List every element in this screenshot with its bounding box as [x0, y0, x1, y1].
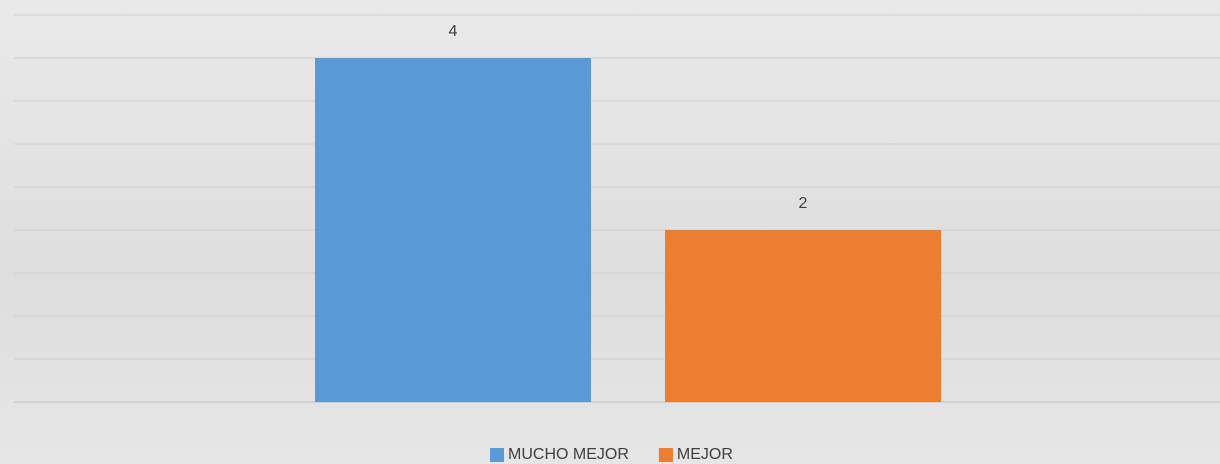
data-label: 2 — [799, 195, 808, 212]
legend-label: MUCHO MEJOR — [508, 446, 629, 463]
background — [0, 0, 1220, 464]
legend-swatch — [490, 448, 504, 462]
data-label: 4 — [449, 23, 458, 40]
legend-label: MEJOR — [677, 446, 733, 463]
legend-swatch — [659, 448, 673, 462]
page: 42MUCHO MEJORMEJOR (() => { const data =… — [0, 0, 1220, 464]
chart: 4 2 MUCHO MEJOR MEJOR — [0, 0, 1220, 464]
bar — [665, 230, 941, 402]
bar — [315, 58, 591, 402]
